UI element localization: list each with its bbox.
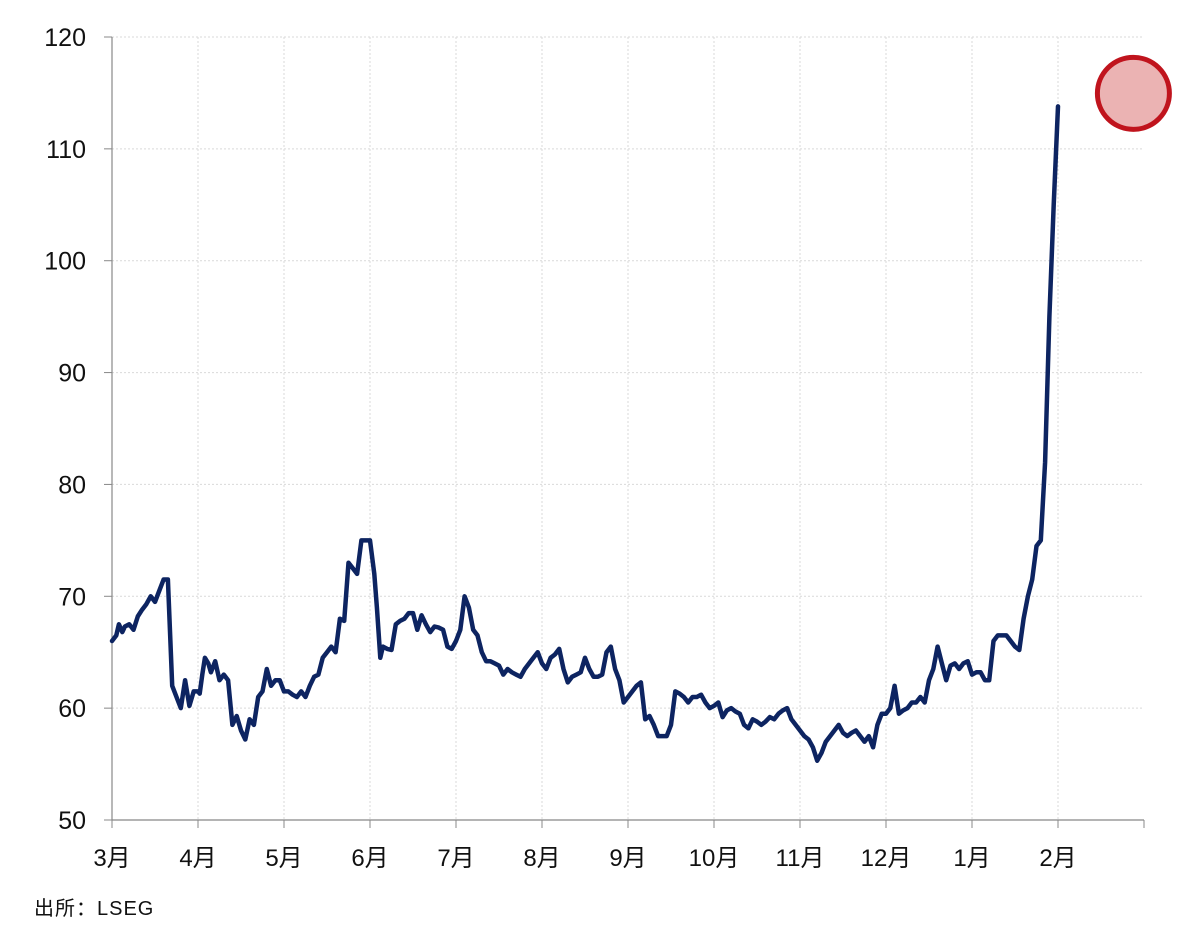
y-tick-label: 80 xyxy=(58,471,86,499)
x-tick-label: 9月 xyxy=(609,845,646,872)
y-tick-label: 50 xyxy=(58,807,86,835)
x-tick-label: 12月 xyxy=(861,845,912,872)
x-tick-label: 7月 xyxy=(437,845,474,872)
x-tick-label: 2月 xyxy=(1039,845,1076,872)
x-tick-label: 8月 xyxy=(523,845,560,872)
source-note: 出所：LSEG xyxy=(34,898,155,920)
y-tick-label: 100 xyxy=(44,248,86,276)
y-tick-label: 110 xyxy=(46,136,86,164)
x-tick-label: 4月 xyxy=(179,845,216,872)
y-axis-tick-labels: 50 60 70 80 90 100 110 120 xyxy=(44,24,86,835)
highlight-circle xyxy=(1094,54,1172,132)
x-tick-label: 6月 xyxy=(351,845,388,872)
x-tick-label: 10月 xyxy=(689,845,740,872)
y-tick-label: 70 xyxy=(58,583,86,611)
x-tick-label: 1月 xyxy=(953,845,990,872)
axes xyxy=(104,36,1145,828)
grid-lines xyxy=(112,36,1144,820)
x-axis-tick-labels: 3月 4月 5月 6月 7月 8月 9月 10月 11月 12月 1月 2月 xyxy=(93,845,1076,872)
y-tick-label: 90 xyxy=(58,360,86,388)
x-tick-label: 3月 xyxy=(93,845,130,872)
x-tick-label: 5月 xyxy=(265,845,302,872)
y-tick-label: 120 xyxy=(44,24,86,52)
y-tick-label: 60 xyxy=(58,695,86,723)
x-tick-label: 11月 xyxy=(776,845,825,872)
series-line xyxy=(109,104,1061,763)
